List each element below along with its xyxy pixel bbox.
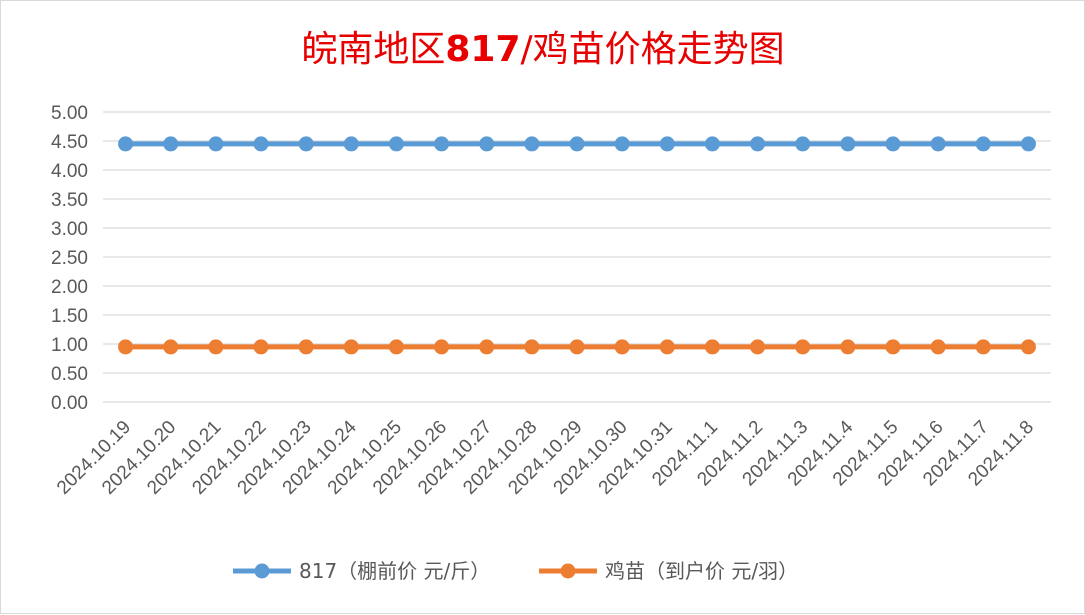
data-point <box>163 339 179 355</box>
data-point <box>614 339 630 355</box>
data-point <box>795 136 811 152</box>
data-point <box>1020 136 1036 152</box>
data-point <box>750 136 766 152</box>
y-axis-ticks: 0.00 0.50 1.00 1.50 2.00 2.50 3.00 3.50 4.00 4.50… <box>51 103 88 414</box>
y-tick-label: 4.00 <box>51 161 88 182</box>
y-tick-label: 0.50 <box>51 364 88 385</box>
data-point <box>795 339 811 355</box>
data-point <box>524 136 540 152</box>
data-point <box>614 136 630 152</box>
data-point <box>569 136 585 152</box>
legend-swatch-marker <box>254 563 270 579</box>
x-axis-ticks: 2024.10.192024.10.202024.10.212024.10.22… <box>53 416 1038 498</box>
legend: 817（棚前价 元/斤） 鸡苗（到户价 元/羽） <box>233 559 798 583</box>
gridlines <box>103 111 1051 403</box>
data-point <box>388 136 404 152</box>
y-tick-label: 3.00 <box>51 219 88 240</box>
data-point <box>569 339 585 355</box>
data-point <box>704 136 720 152</box>
data-point <box>840 136 856 152</box>
data-point <box>930 136 946 152</box>
data-point <box>118 339 134 355</box>
data-point <box>524 339 540 355</box>
data-point <box>885 136 901 152</box>
y-tick-label: 1.00 <box>51 335 88 356</box>
chart-title: 皖南地区817/鸡苗价格走势图 <box>301 29 784 70</box>
data-point <box>885 339 901 355</box>
data-point <box>975 136 991 152</box>
data-point <box>434 339 450 355</box>
data-point <box>479 339 495 355</box>
data-point <box>479 136 495 152</box>
y-tick-label: 1.50 <box>51 306 88 327</box>
y-tick-label: 0.00 <box>51 393 88 414</box>
data-point <box>1020 339 1036 355</box>
y-tick-label: 4.50 <box>51 132 88 153</box>
legend-entry: 817（棚前价 元/斤） <box>299 559 490 583</box>
data-point <box>434 136 450 152</box>
data-point <box>388 339 404 355</box>
data-point <box>930 339 946 355</box>
data-point <box>750 339 766 355</box>
data-point <box>253 136 269 152</box>
data-point <box>253 339 269 355</box>
data-point <box>840 339 856 355</box>
data-point <box>208 136 224 152</box>
data-point <box>208 339 224 355</box>
legend-swatch-marker <box>560 563 576 579</box>
y-tick-label: 5.00 <box>51 103 88 124</box>
y-tick-label: 3.50 <box>51 190 88 211</box>
data-point <box>163 136 179 152</box>
legend-entry: 鸡苗（到户价 元/羽） <box>605 559 798 583</box>
data-point <box>298 339 314 355</box>
y-tick-label: 2.00 <box>51 277 88 298</box>
y-tick-label: 2.50 <box>51 248 88 269</box>
data-point <box>659 136 675 152</box>
data-point <box>343 136 359 152</box>
data-point <box>118 136 134 152</box>
data-point <box>343 339 359 355</box>
data-point <box>704 339 720 355</box>
data-point <box>659 339 675 355</box>
series-lines <box>118 136 1036 355</box>
data-point <box>298 136 314 152</box>
data-point <box>975 339 991 355</box>
